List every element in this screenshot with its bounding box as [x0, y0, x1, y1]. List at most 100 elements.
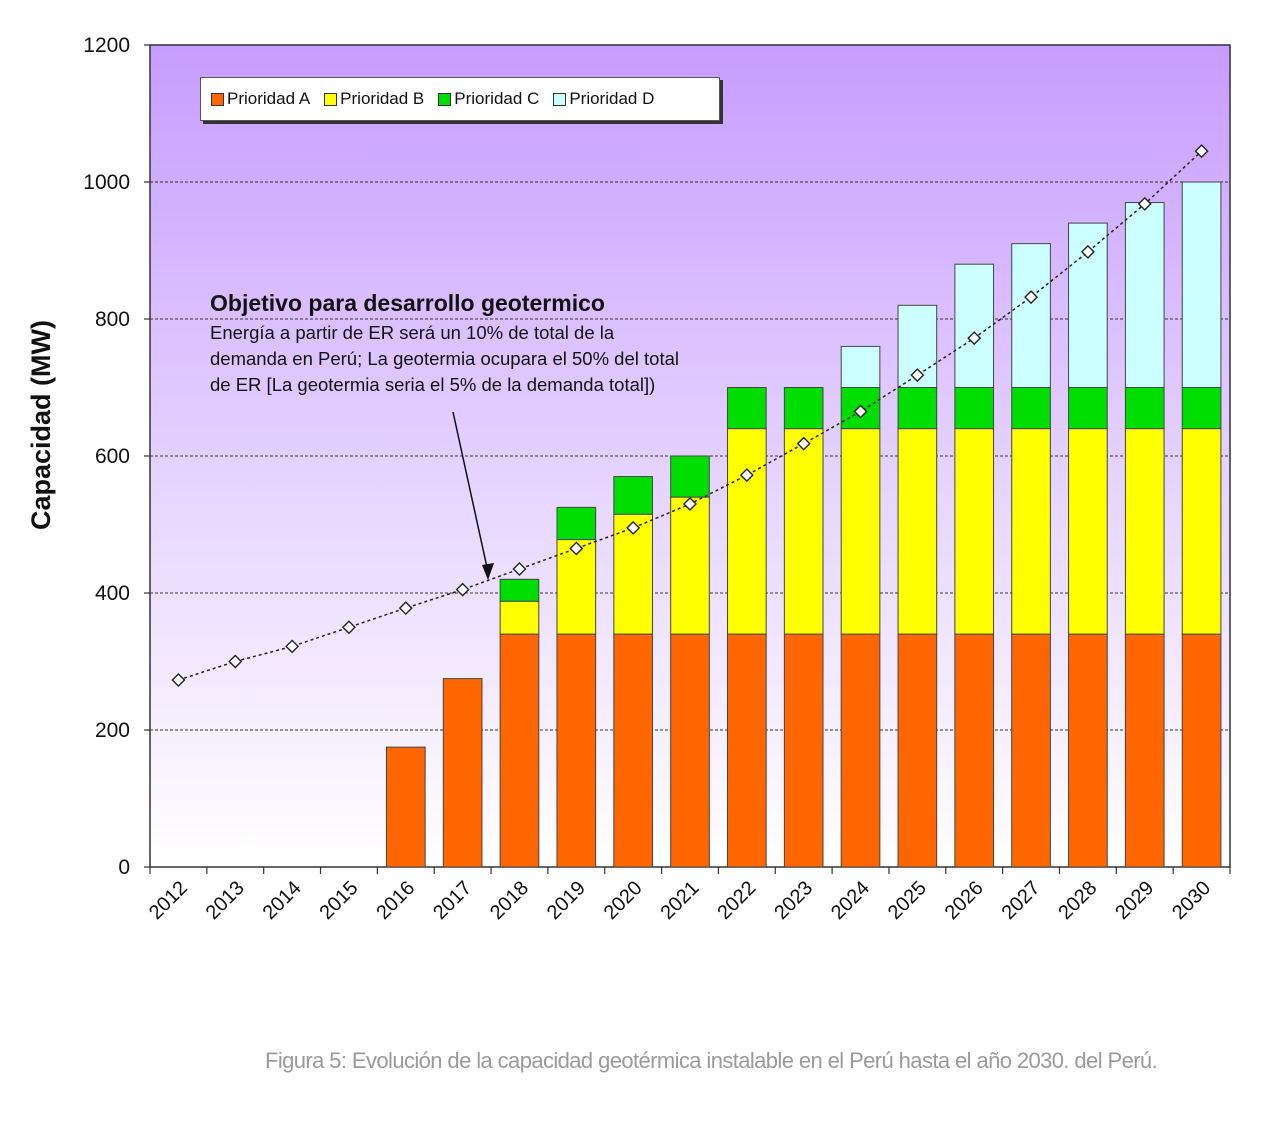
- x-tick-label: 2021: [657, 877, 704, 924]
- bar-prioridad-b-2030: [1181, 428, 1222, 635]
- legend-label: Prioridad A: [227, 89, 311, 108]
- bar-prioridad-d-2026: [954, 263, 995, 389]
- y-tick-label: 1200: [83, 34, 130, 57]
- bar-prioridad-c-2020: [613, 476, 653, 515]
- x-tick-label: 2019: [543, 877, 590, 924]
- annotation-text: Energía a partir de ER será un 10% de to…: [210, 322, 679, 395]
- bar-prioridad-a-2024: [840, 633, 881, 868]
- bar-prioridad-c-2030: [1181, 387, 1222, 430]
- demand-point: [569, 541, 584, 556]
- demand-line: [171, 144, 1209, 687]
- x-tick-label: 2014: [259, 877, 306, 924]
- annotation-arrowhead: [482, 563, 494, 580]
- x-tick-label: 2017: [429, 877, 476, 924]
- bar-prioridad-d-2030: [1181, 181, 1222, 388]
- demand-point: [512, 562, 527, 577]
- demand-point: [171, 673, 186, 687]
- bar-prioridad-b-2023: [783, 428, 824, 635]
- bar-prioridad-b-2018: [499, 600, 540, 635]
- bar-prioridad-c-2029: [1124, 387, 1165, 430]
- x-tick-label: 2024: [827, 877, 874, 924]
- demand-point: [683, 496, 697, 511]
- x-tick-label: 2022: [713, 877, 760, 924]
- bar-prioridad-d-2024: [840, 345, 881, 388]
- bar-prioridad-a-2018: [499, 633, 540, 868]
- x-axis-ticks: 2012 2013 2014 2015 2016 2017 2018 2019 2020 2021…: [145, 867, 1231, 924]
- demand-point: [1137, 196, 1152, 211]
- x-tick-label: 2029: [1111, 877, 1158, 924]
- bar-prioridad-c-2023: [783, 387, 824, 430]
- x-tick-label: 2012: [145, 877, 192, 924]
- x-tick-label: 2020: [600, 877, 647, 924]
- bar-prioridad-a-2030: [1181, 633, 1222, 868]
- y-tick-label: 0: [118, 856, 130, 879]
- y-tick-label: 200: [95, 719, 130, 742]
- bar-prioridad-a-2022: [727, 633, 767, 868]
- bar-prioridad-c-2027: [1011, 387, 1051, 430]
- demand-point: [455, 582, 470, 597]
- y-tick-label: 800: [95, 308, 130, 331]
- legend-swatch: [438, 92, 452, 106]
- y-tick-label: 600: [95, 445, 130, 468]
- x-tick-label: 2016: [372, 877, 419, 924]
- bar-prioridad-b-2024: [840, 428, 881, 635]
- legend-label: Prioridad D: [569, 89, 655, 108]
- bar-prioridad-a-2028: [1068, 633, 1108, 868]
- x-tick-label: 2018: [486, 877, 533, 924]
- demand-point: [398, 601, 413, 616]
- bar-prioridad-c-2026: [954, 387, 995, 430]
- demand-point: [1024, 290, 1039, 305]
- legend-label: Prioridad B: [340, 89, 425, 108]
- demand-point: [1080, 244, 1095, 259]
- bar-prioridad-a-2027: [1011, 633, 1051, 868]
- demand-point: [853, 404, 868, 419]
- bar-prioridad-b-2026: [954, 428, 995, 635]
- bar-prioridad-b-2025: [897, 428, 938, 635]
- demand-point: [285, 639, 300, 654]
- legend-item-prioridad-d: Prioridad D: [553, 89, 654, 109]
- x-tick-label: 2026: [941, 877, 988, 924]
- demand-point: [796, 436, 811, 451]
- demand-point: [228, 654, 243, 669]
- bar-prioridad-a-2026: [954, 633, 995, 868]
- legend-swatch: [553, 92, 567, 106]
- bar-prioridad-a-2029: [1124, 633, 1165, 868]
- x-tick-label: 2025: [884, 877, 931, 924]
- bar-prioridad-c-2025: [897, 387, 938, 430]
- bar-prioridad-b-2028: [1068, 428, 1108, 635]
- bars: [385, 181, 1222, 868]
- bar-prioridad-b-2021: [670, 496, 710, 635]
- demand-point: [341, 620, 356, 635]
- demand-point: [967, 331, 982, 346]
- bar-prioridad-d-2029: [1124, 202, 1165, 388]
- bar-prioridad-c-2021: [670, 455, 710, 498]
- bar-prioridad-a-2021: [670, 633, 710, 868]
- x-tick-label: 2027: [998, 877, 1045, 924]
- x-tick-label: 2023: [770, 877, 817, 924]
- x-tick-label: 2013: [202, 877, 249, 924]
- x-tick-label: 2028: [1054, 877, 1101, 924]
- legend-swatch: [211, 92, 224, 106]
- bar-prioridad-c-2019: [556, 506, 597, 541]
- annotation-title: Objetivo para desarrollo geotermico: [210, 290, 605, 316]
- bar-prioridad-b-2027: [1011, 428, 1051, 635]
- bar-prioridad-a-2019: [556, 633, 597, 868]
- x-tick-label: 2030: [1168, 877, 1215, 924]
- legend-label: Prioridad C: [454, 89, 540, 108]
- bar-prioridad-b-2022: [727, 428, 767, 635]
- x-tick-label: 2015: [315, 877, 362, 924]
- legend-item-prioridad-b: Prioridad B: [324, 89, 424, 109]
- bar-prioridad-c-2022: [727, 387, 767, 430]
- legend-swatch: [324, 92, 338, 106]
- bar-prioridad-c-2028: [1068, 387, 1108, 430]
- bar-prioridad-d-2028: [1068, 222, 1108, 388]
- demand-point: [626, 520, 641, 535]
- demand-point: [1194, 144, 1209, 159]
- annotation-arrow: [452, 411, 489, 573]
- y-tick-label: 1000: [83, 171, 130, 194]
- demand-point: [910, 368, 925, 383]
- legend-item-prioridad-c: Prioridad C: [438, 89, 539, 109]
- bar-prioridad-d-2027: [1011, 243, 1051, 388]
- demand-point: [739, 468, 754, 483]
